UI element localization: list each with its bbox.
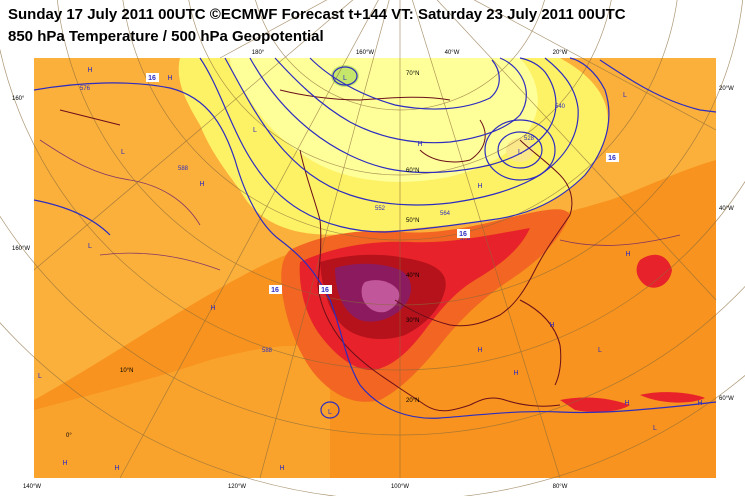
lon-label-bottom: 80°W <box>553 484 568 490</box>
low-pressure-marker: L <box>518 149 522 156</box>
isotherm-label: 16 <box>321 287 329 294</box>
lat-label: 60°N <box>406 168 419 174</box>
coastlines <box>59 89 573 412</box>
high-pressure-marker: H <box>210 305 215 312</box>
lon-label-right: 60°W <box>719 396 734 402</box>
isotherm-label: 16 <box>459 231 467 238</box>
contour-label: 552 <box>375 206 386 212</box>
high-pressure-marker: H <box>513 370 518 377</box>
contour-label: 540 <box>555 104 566 110</box>
isotherm-label: 16 <box>148 75 156 82</box>
temp-patch-atlantic <box>636 254 672 288</box>
low-pressure-marker: L <box>653 425 657 432</box>
low-pressure-marker: L <box>598 347 602 354</box>
contour-label: 588 <box>262 348 273 354</box>
temp-patch-east <box>640 392 705 403</box>
geopotential-contours <box>33 57 717 419</box>
lon-label-left: 160° <box>12 96 25 102</box>
low-pressure-marker: L <box>623 92 627 99</box>
lat-label: 70°N <box>406 71 419 77</box>
isotherm-label: 16 <box>271 287 279 294</box>
high-pressure-marker: H <box>167 75 172 82</box>
lon-label-left: 160°W <box>12 246 30 252</box>
temp-region-cold-pocket <box>506 138 534 162</box>
low-pressure-marker: L <box>328 409 332 416</box>
lon-label-top: 160°W <box>356 50 374 56</box>
contour-label: 564 <box>440 211 451 217</box>
forecast-subtitle: 850 hPa Temperature / 500 hPa Geopotenti… <box>8 28 324 45</box>
contour-label: 576 <box>80 86 91 92</box>
isotherm-label-box <box>319 285 332 294</box>
lat-label: 10°N <box>120 368 133 374</box>
lon-label-right: 40°W <box>719 206 734 212</box>
high-pressure-marker: H <box>549 322 554 329</box>
lon-label-bottom: 120°W <box>228 484 246 490</box>
low-pressure-marker: L <box>343 75 347 82</box>
isotherm-label-box <box>606 153 619 162</box>
lon-label-top: 40°W <box>445 50 460 56</box>
high-pressure-marker: H <box>625 251 630 258</box>
lon-label-top: 20°W <box>553 50 568 56</box>
low-pressure-marker: L <box>88 243 92 250</box>
high-pressure-marker: H <box>624 400 629 407</box>
high-pressure-marker: H <box>87 67 92 74</box>
lon-label-bottom: 100°W <box>391 484 409 490</box>
isotherm-label-box <box>457 229 470 238</box>
lon-label-top: 180° <box>252 50 265 56</box>
temp-region-magenta <box>361 280 400 313</box>
low-pressure-marker: L <box>121 149 125 156</box>
isotherm-lines <box>39 139 681 271</box>
high-pressure-marker: H <box>477 347 482 354</box>
lat-label: 50°N <box>406 218 419 224</box>
contour-label: 576 <box>460 236 471 242</box>
temp-patch-caribbean <box>560 397 630 413</box>
high-pressure-marker: H <box>199 181 204 188</box>
high-pressure-marker: H <box>697 400 702 407</box>
high-pressure-marker: H <box>417 141 422 148</box>
lat-label: 40°N <box>406 273 419 279</box>
temp-region-light-green <box>331 65 359 87</box>
low-pressure-marker: L <box>38 373 42 380</box>
forecast-title: Sunday 17 July 2011 00UTC ©ECMWF Forecas… <box>8 6 626 23</box>
isotherm-label: 16 <box>608 155 616 162</box>
high-pressure-marker: H <box>62 460 67 467</box>
contour-label: 528 <box>524 136 535 142</box>
contour-label: 588 <box>178 166 189 172</box>
lon-label-bottom: 140°W <box>23 484 41 490</box>
lon-label-right: 20°W <box>719 86 734 92</box>
lat-label: 20°N <box>406 398 419 404</box>
lat-label: 0° <box>66 433 72 439</box>
high-pressure-marker: H <box>279 465 284 472</box>
high-pressure-marker: H <box>477 183 482 190</box>
isotherm-label-box <box>146 73 159 82</box>
temp-band-orange-light-south <box>34 345 330 478</box>
lat-label: 30°N <box>406 318 419 324</box>
high-pressure-marker: H <box>114 465 119 472</box>
temp-region-pale-yellow <box>230 58 538 182</box>
low-pressure-marker: L <box>253 127 257 134</box>
isotherm-label-box <box>269 285 282 294</box>
